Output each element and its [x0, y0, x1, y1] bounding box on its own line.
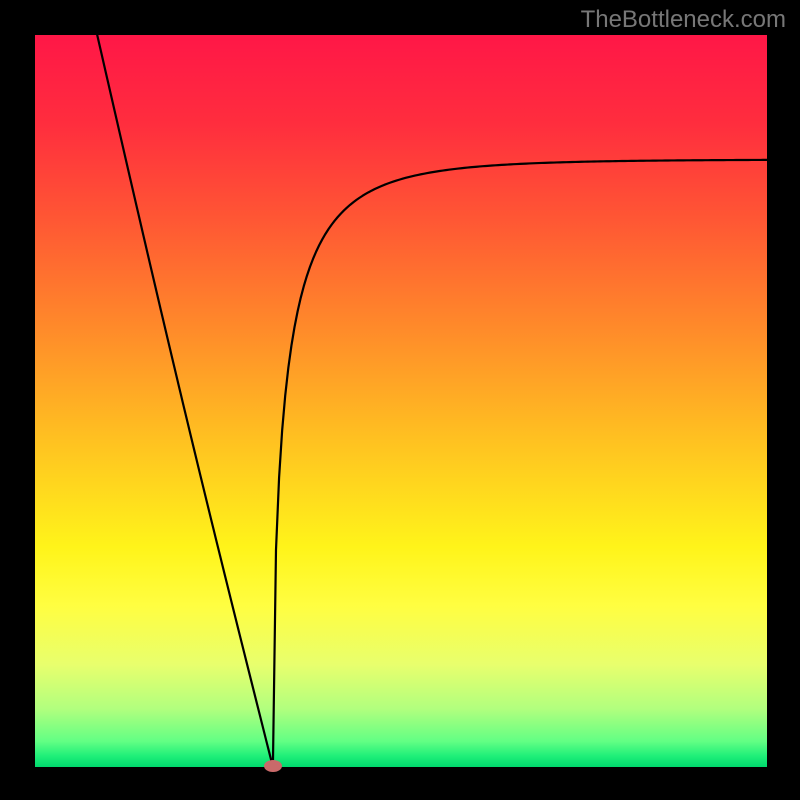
watermark-text: TheBottleneck.com: [581, 6, 786, 34]
optimum-marker: [264, 760, 282, 772]
plot-area: [35, 35, 767, 767]
chart-frame: TheBottleneck.com: [0, 0, 800, 800]
bottleneck-curve: [35, 35, 767, 767]
